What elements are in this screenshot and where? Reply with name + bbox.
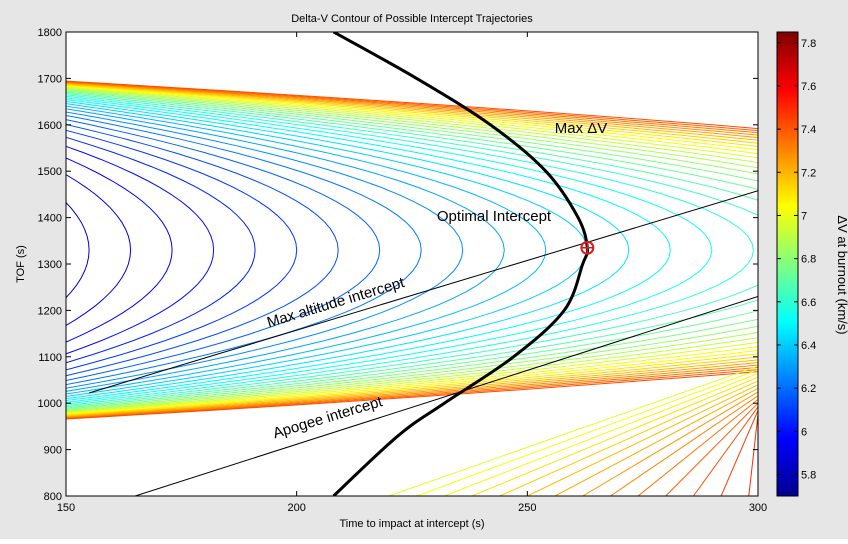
x-tick-label: 150	[57, 502, 75, 514]
contour-line	[757, 429, 758, 430]
colorbar-tick-label: 6.8	[801, 254, 816, 266]
y-tick-label: 1600	[38, 120, 62, 132]
colorbar	[776, 31, 799, 497]
x-axis-label: Time to impact at intercept (s)	[339, 518, 484, 530]
y-axis-label: TOF (s)	[15, 245, 27, 283]
contour-line	[66, 95, 754, 405]
colorbar-tick-label: 6.4	[801, 340, 816, 352]
contour-line	[499, 380, 758, 496]
contour-line	[582, 391, 758, 496]
colorbar-tick-label: 7	[801, 210, 807, 222]
colorbar-tick-label: 7.6	[801, 81, 816, 93]
colorbar-ticks: 5.8 6 6.2 6.4 6.6 6.8 7 7.2 7.4 7.6 7.8	[777, 38, 816, 481]
contour-line	[66, 81, 758, 419]
contour-line	[471, 376, 758, 496]
contour-line	[66, 81, 758, 420]
contour-line	[66, 99, 671, 402]
contour-line	[66, 101, 630, 400]
x-tick-label: 250	[518, 502, 536, 514]
y-tick-label: 1500	[38, 166, 62, 178]
contour-line	[388, 365, 758, 496]
contour-line	[66, 92, 758, 408]
contour-line	[66, 97, 713, 403]
contour-line	[66, 89, 758, 411]
colorbar-tick-label: 6.2	[801, 383, 816, 395]
contour-line	[66, 119, 381, 382]
contour-line	[66, 94, 758, 406]
contour-line	[66, 111, 464, 389]
contour-line	[554, 387, 758, 496]
contour-line	[637, 399, 758, 496]
colorbar-tick-label: 7.4	[801, 124, 816, 136]
colorbar-tick-label: 5.8	[801, 469, 816, 481]
y-tick-label: 800	[44, 491, 62, 503]
x-axis: 150 200 250 300	[57, 32, 767, 514]
optimal-intercept-label: Optimal Intercept	[437, 208, 552, 225]
y-tick-label: 1700	[38, 73, 62, 85]
colorbar-tick-label: 6.6	[801, 297, 816, 309]
contour-line	[66, 91, 758, 409]
y-axis: 800 900 1000 1100 1200 1300 1400 1500 1600 1700 18…	[38, 27, 758, 503]
chart-overlays	[88, 32, 758, 496]
contour-line	[748, 414, 758, 496]
y-tick-label: 1000	[38, 398, 62, 410]
contour-line	[66, 88, 758, 412]
y-tick-label: 1800	[38, 27, 62, 39]
contour-line	[66, 201, 90, 299]
contour-line	[757, 432, 758, 434]
chart-title: Delta-V Contour of Possible Intercept Tr…	[291, 13, 533, 25]
contour-line	[66, 108, 505, 392]
contour-line	[757, 418, 758, 421]
contour-line	[665, 402, 758, 496]
y-tick-label: 1300	[38, 259, 62, 271]
contour-line	[66, 83, 758, 417]
contour-line	[66, 114, 422, 386]
contour-line	[66, 136, 256, 364]
y-tick-label: 1100	[38, 352, 62, 364]
contour-line	[527, 384, 758, 496]
contour-line	[66, 82, 758, 419]
contour-line	[66, 123, 339, 377]
contour-line	[66, 105, 547, 395]
contour-line	[66, 82, 758, 418]
contour-line	[66, 87, 758, 413]
contour-lines	[66, 80, 758, 496]
contour-line	[66, 83, 758, 417]
x-tick-label: 200	[287, 502, 305, 514]
intercept-line	[88, 190, 758, 394]
contour-line	[66, 145, 215, 355]
contour-line	[66, 86, 758, 414]
y-tick-label: 900	[44, 445, 62, 457]
max-dv-curve	[332, 32, 589, 496]
contour-line	[66, 85, 758, 415]
contour-line	[610, 395, 758, 496]
contour-line	[757, 440, 758, 441]
contour-line	[66, 157, 173, 343]
contour-line	[66, 85, 758, 415]
max-dv-label: Max ΔV	[555, 120, 608, 137]
contour-line	[66, 84, 758, 416]
x-tick-label: 300	[749, 502, 767, 514]
colorbar-tick-label: 7.8	[801, 38, 816, 50]
intercept-line	[135, 296, 758, 496]
contour-line	[444, 373, 758, 496]
contour-line	[757, 436, 758, 438]
contour-line	[416, 369, 758, 496]
colorbar-tick-label: 6	[801, 426, 807, 438]
y-tick-label: 1400	[38, 213, 62, 225]
contour-line	[66, 174, 132, 326]
contour-line	[66, 90, 758, 410]
colorbar-tick-label: 7.2	[801, 167, 816, 179]
colorbar-label: ΔV at burnout (km/s)	[835, 215, 848, 334]
contour-line	[693, 406, 758, 496]
contour-line	[720, 410, 758, 496]
contour-line	[66, 129, 298, 371]
y-tick-label: 1200	[38, 305, 62, 317]
contour-line	[66, 80, 758, 420]
